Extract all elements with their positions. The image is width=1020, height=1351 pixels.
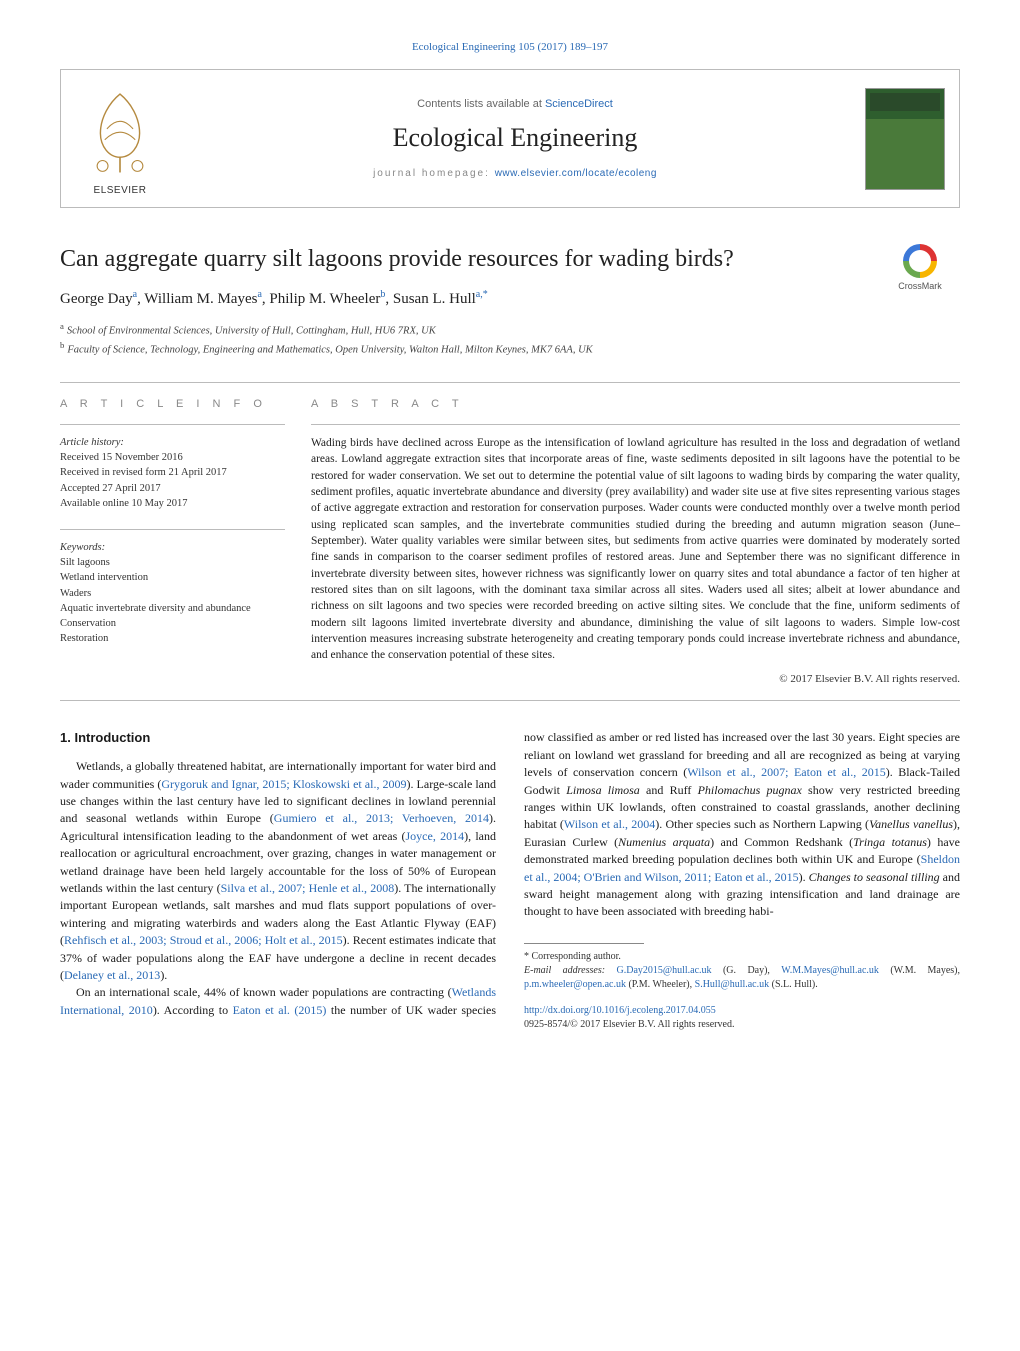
author-email-link[interactable]: W.M.Mayes@hull.ac.uk xyxy=(781,965,879,976)
species-name: Vanellus vanellus xyxy=(869,817,953,831)
history-accepted: Accepted 27 April 2017 xyxy=(60,481,285,496)
abstract-text: Wading birds have declined across Europe… xyxy=(311,435,960,664)
affiliation-a: aSchool of Environmental Sciences, Unive… xyxy=(60,320,960,339)
footnote-rule xyxy=(524,943,644,944)
history-title: Article history: xyxy=(60,435,285,450)
journal-title: Ecological Engineering xyxy=(165,120,865,155)
journal-reference: Ecological Engineering 105 (2017) 189–19… xyxy=(60,40,960,55)
citation-link[interactable]: Wilson et al., 2004 xyxy=(564,817,655,831)
keyword: Waders xyxy=(60,586,285,601)
citation-link[interactable]: Wilson et al., 2007; Eaton et al., 2015 xyxy=(687,765,886,779)
keyword: Silt lagoons xyxy=(60,555,285,570)
rule-kw xyxy=(60,529,285,530)
citation-link[interactable]: Grygoruk and Ignar, 2015; Kloskowski et … xyxy=(161,777,406,791)
footnotes: * Corresponding author. E-mail addresses… xyxy=(524,943,960,1032)
info-abstract-row: A R T I C L E I N F O Article history: R… xyxy=(60,397,960,686)
keyword: Wetland intervention xyxy=(60,570,285,585)
corresponding-author-note: * Corresponding author. xyxy=(524,950,960,964)
keywords-block: Keywords: Silt lagoons Wetland intervent… xyxy=(60,540,285,647)
section-heading-intro: 1. Introduction xyxy=(60,729,496,748)
species-name: Philomachus pugnax xyxy=(698,783,802,797)
rule-abs xyxy=(311,424,960,425)
species-name: Numenius arquata xyxy=(618,835,710,849)
emphasized-text: Changes to seasonal tilling xyxy=(809,870,940,884)
contents-prefix: Contents lists available at xyxy=(417,98,545,110)
citation-link[interactable]: Delaney et al., 2013 xyxy=(64,968,160,982)
keyword: Aquatic invertebrate diversity and abund… xyxy=(60,601,285,616)
elsevier-tree-icon xyxy=(75,80,165,180)
crossmark-label: CrossMark xyxy=(898,281,942,291)
rule-info xyxy=(60,424,285,425)
author-email-link[interactable]: G.Day2015@hull.ac.uk xyxy=(617,965,712,976)
sciencedirect-link[interactable]: ScienceDirect xyxy=(545,98,613,110)
citation-link[interactable]: Joyce, 2014 xyxy=(406,829,465,843)
body-text: 1. Introduction Wetlands, a globally thr… xyxy=(60,729,960,1031)
citation-link[interactable]: Rehfisch et al., 2003; Stroud et al., 20… xyxy=(64,933,343,947)
crossmark-badge[interactable]: CrossMark xyxy=(880,244,960,292)
journal-cover-thumb xyxy=(865,88,945,190)
affiliation-b: bFaculty of Science, Technology, Enginee… xyxy=(60,339,960,358)
keyword: Conservation xyxy=(60,616,285,631)
journal-header: ELSEVIER Contents lists available at Sci… xyxy=(60,69,960,209)
species-name: Limosa limosa xyxy=(566,783,640,797)
issn-copyright: 0925-8574/© 2017 Elsevier B.V. All right… xyxy=(524,1018,960,1032)
author-email-link[interactable]: p.m.wheeler@open.ac.uk xyxy=(524,979,626,990)
history-online: Available online 10 May 2017 xyxy=(60,496,285,511)
article-info-head: A R T I C L E I N F O xyxy=(60,397,285,412)
journal-homepage-link[interactable]: www.elsevier.com/locate/ecoleng xyxy=(495,168,657,179)
affiliations: aSchool of Environmental Sciences, Unive… xyxy=(60,320,960,359)
article-history: Article history: Received 15 November 20… xyxy=(60,435,285,511)
rule-top xyxy=(60,382,960,383)
abstract-copyright: © 2017 Elsevier B.V. All rights reserved… xyxy=(311,672,960,687)
intro-paragraph-1: Wetlands, a globally threatened habitat,… xyxy=(60,758,496,984)
keyword: Restoration xyxy=(60,631,285,646)
rule-bottom xyxy=(60,700,960,701)
article-title: Can aggregate quarry silt lagoons provid… xyxy=(60,244,960,274)
article-identifiers: http://dx.doi.org/10.1016/j.ecoleng.2017… xyxy=(524,1004,960,1032)
author-email-link[interactable]: S.Hull@hull.ac.uk xyxy=(695,979,769,990)
history-received: Received 15 November 2016 xyxy=(60,450,285,465)
doi-link[interactable]: http://dx.doi.org/10.1016/j.ecoleng.2017… xyxy=(524,1005,716,1016)
author-list: George Daya, William M. Mayesa, Philip M… xyxy=(60,288,960,309)
citation-link[interactable]: Eaton et al. (2015) xyxy=(233,1003,327,1017)
crossmark-icon xyxy=(903,244,937,278)
species-name: Tringa totanus xyxy=(853,835,927,849)
contents-available-line: Contents lists available at ScienceDirec… xyxy=(165,97,865,112)
publisher-block: ELSEVIER xyxy=(75,80,165,198)
abstract-column: A B S T R A C T Wading birds have declin… xyxy=(311,397,960,686)
citation-link[interactable]: Silva et al., 2007; Henle et al., 2008 xyxy=(221,881,395,895)
header-center: Contents lists available at ScienceDirec… xyxy=(165,97,865,180)
keywords-title: Keywords: xyxy=(60,540,285,555)
article-info-column: A R T I C L E I N F O Article history: R… xyxy=(60,397,285,686)
journal-homepage-line: journal homepage: www.elsevier.com/locat… xyxy=(165,167,865,181)
email-addresses: E-mail addresses: G.Day2015@hull.ac.uk (… xyxy=(524,964,960,992)
publisher-name: ELSEVIER xyxy=(75,184,165,198)
homepage-prefix: journal homepage: xyxy=(373,168,495,179)
citation-link[interactable]: Gumiero et al., 2013; Verhoeven, 2014 xyxy=(274,811,489,825)
abstract-head: A B S T R A C T xyxy=(311,397,960,412)
history-revised: Received in revised form 21 April 2017 xyxy=(60,465,285,480)
